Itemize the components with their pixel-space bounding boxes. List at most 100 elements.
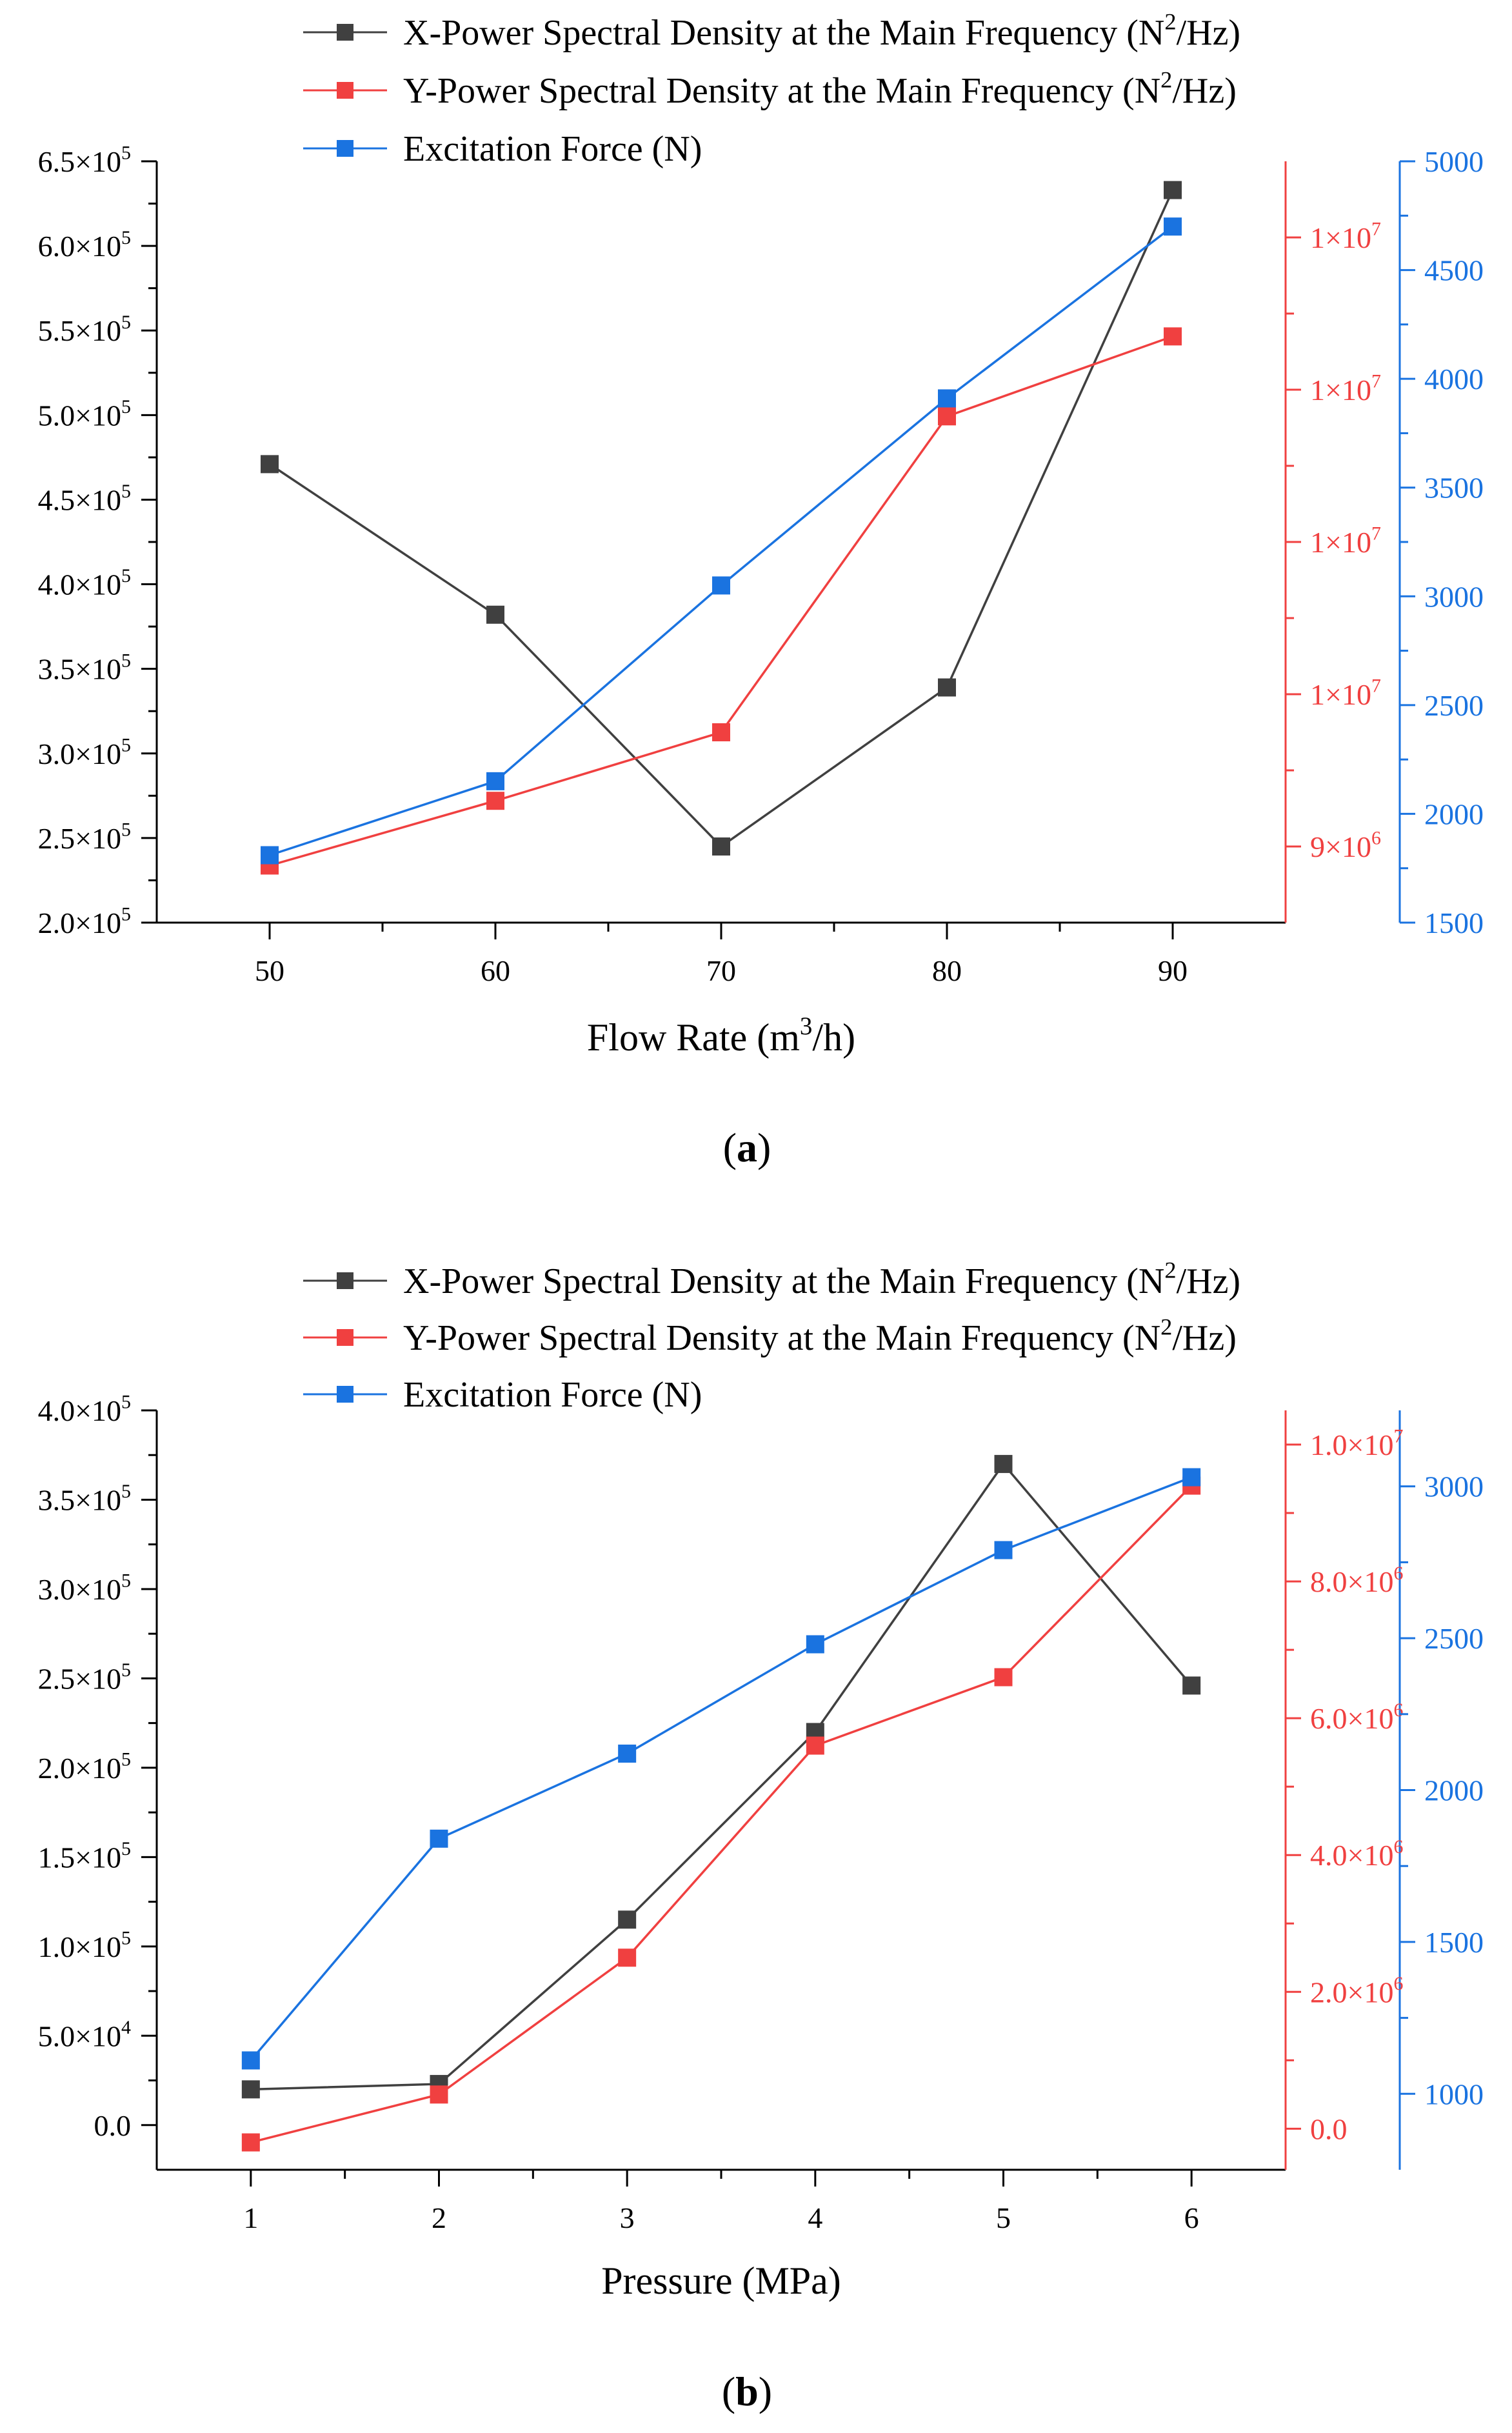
left-y-tick-label: 4.5×105 [38, 481, 131, 516]
data-point [430, 2085, 448, 2104]
x-axis-label: Pressure (MPa) [601, 2259, 841, 2302]
legend-marker [337, 24, 353, 41]
series-line-1 [269, 189, 1174, 848]
blue-y-tick-label: 4500 [1424, 254, 1484, 287]
data-point [994, 1541, 1013, 1559]
legend-label: Excitation Force (N) [403, 1375, 702, 1415]
blue-y-tick-label: 3000 [1424, 580, 1484, 613]
left-y-tick-label: 4.0×105 [38, 1392, 131, 1427]
blue-y-tick-label: 1500 [1424, 1926, 1484, 1959]
x-tick-label: 3 [620, 2201, 635, 2234]
x-tick-label: 80 [932, 954, 962, 987]
x-axis-label: Flow Rate (m3/h) [587, 1012, 855, 1059]
data-point [806, 1635, 824, 1654]
left-y-tick-label: 5.0×104 [38, 2017, 131, 2052]
red-y-tick-label: 2.0×106 [1310, 1973, 1403, 2008]
legend-label: X-Power Spectral Density at the Main Fre… [403, 1257, 1240, 1301]
legend-marker [337, 140, 353, 157]
left-y-tick-label: 2.0×105 [38, 1749, 131, 1785]
series-line-2 [269, 335, 1173, 867]
blue-y-tick-label: 5000 [1424, 145, 1484, 178]
blue-y-tick-label: 2500 [1424, 1622, 1484, 1655]
left-y-tick-label: 3.0×105 [38, 1570, 131, 1606]
legend-marker [337, 1386, 353, 1403]
data-point [1182, 1676, 1201, 1695]
data-point [261, 455, 279, 474]
red-y-tick-label: 0.0 [1310, 2112, 1348, 2145]
x-tick-label: 90 [1158, 954, 1188, 987]
blue-y-tick-label: 1500 [1424, 906, 1484, 939]
blue-y-tick-label: 2500 [1424, 689, 1484, 722]
red-y-tick-label: 8.0×106 [1310, 1563, 1403, 1598]
blue-y-tick-label: 2000 [1424, 797, 1484, 830]
x-tick-label: 70 [706, 954, 736, 987]
legend-marker [337, 1329, 353, 1346]
blue-y-tick-label: 1000 [1424, 2078, 1484, 2110]
blue-y-tick-label: 2000 [1424, 1774, 1484, 1807]
data-point [994, 1668, 1013, 1687]
chart-panel-b: X-Power Spectral Density at the Main Fre… [38, 1257, 1484, 2414]
legend-label: Excitation Force (N) [403, 129, 702, 169]
data-point [1164, 181, 1182, 199]
blue-y-tick-label: 3000 [1424, 1470, 1484, 1503]
data-point [1164, 327, 1182, 346]
red-y-tick-label: 4.0×106 [1310, 1836, 1403, 1872]
left-y-tick-label: 1.5×105 [38, 1838, 131, 1874]
left-y-tick-label: 4.0×105 [38, 565, 131, 601]
data-point [486, 605, 504, 624]
data-point [712, 837, 730, 856]
x-tick-label: 2 [432, 2201, 446, 2234]
x-tick-label: 1 [243, 2201, 258, 2234]
data-point [241, 2051, 260, 2070]
chart-panel-a: X-Power Spectral Density at the Main Fre… [38, 8, 1484, 1170]
data-point [430, 1829, 448, 1848]
left-y-tick-label: 6.0×105 [38, 227, 131, 263]
data-point [241, 2133, 260, 2152]
series-line-1 [250, 1462, 1193, 2091]
left-y-tick-label: 3.5×105 [38, 1481, 131, 1516]
x-tick-label: 60 [481, 954, 510, 987]
left-y-tick-label: 2.5×105 [38, 1659, 131, 1695]
red-y-tick-label: 9×106 [1310, 828, 1381, 863]
left-y-tick-label: 0.0 [94, 2109, 132, 2142]
x-tick-label: 4 [808, 2201, 822, 2234]
left-y-tick-label: 2.5×105 [38, 819, 131, 855]
panel-label: (b) [722, 2368, 772, 2414]
series-line-2 [250, 1485, 1193, 2144]
data-point [618, 1745, 637, 1763]
panel-label: (a) [723, 1125, 771, 1170]
left-y-tick-label: 3.5×105 [38, 650, 131, 685]
data-point [486, 772, 504, 790]
blue-y-tick-label: 3500 [1424, 472, 1484, 505]
left-y-tick-label: 3.0×105 [38, 734, 131, 770]
legend-marker [337, 1272, 353, 1289]
red-y-tick-label: 1×107 [1310, 371, 1381, 406]
red-y-tick-label: 1×107 [1310, 676, 1381, 711]
series-line-3 [250, 1476, 1192, 2061]
x-tick-label: 6 [1184, 2201, 1199, 2234]
left-y-tick-label: 5.5×105 [38, 312, 131, 347]
data-point [1182, 1468, 1201, 1487]
red-y-tick-label: 1×107 [1310, 219, 1381, 254]
data-point [486, 792, 504, 810]
legend-label: X-Power Spectral Density at the Main Fre… [403, 8, 1240, 53]
series-line-3 [269, 225, 1174, 857]
x-tick-label: 50 [255, 954, 284, 987]
data-point [618, 1948, 637, 1967]
blue-y-tick-label: 4000 [1424, 363, 1484, 395]
data-point [618, 1910, 637, 1929]
legend-label: Y-Power Spectral Density at the Main Fre… [403, 66, 1237, 111]
data-point [712, 723, 730, 741]
data-point [261, 846, 279, 865]
red-y-tick-label: 6.0×106 [1310, 1699, 1403, 1735]
left-y-tick-label: 6.5×105 [38, 143, 131, 178]
data-point [938, 407, 956, 426]
data-point [938, 389, 956, 408]
legend-marker [337, 82, 353, 99]
data-point [938, 678, 956, 697]
legend-label: Y-Power Spectral Density at the Main Fre… [403, 1314, 1237, 1358]
left-y-tick-label: 1.0×105 [38, 1928, 131, 1963]
data-point [712, 576, 730, 595]
